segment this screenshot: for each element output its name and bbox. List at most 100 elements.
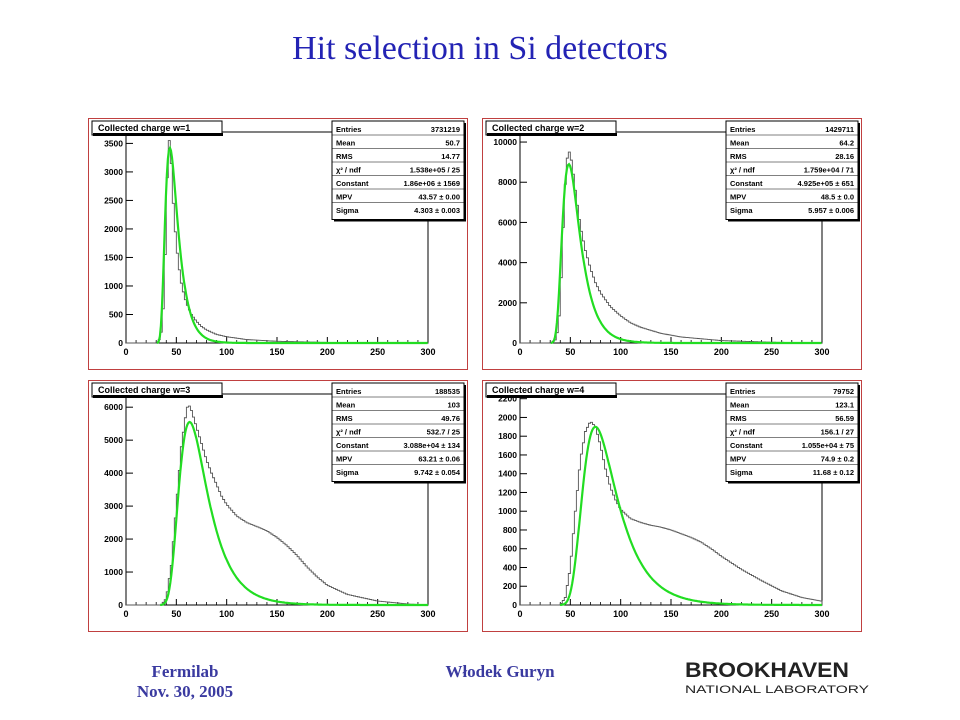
stats-value: 43.57 ± 0.00 — [418, 193, 460, 202]
stats-value: 56.59 — [835, 414, 854, 423]
stats-value: 14.77 — [441, 152, 460, 161]
y-tick-label: 3000 — [104, 167, 123, 177]
footer-author: Włodek Guryn — [445, 662, 555, 681]
chart-title-box: Collected charge w=3 — [91, 382, 223, 398]
stats-label: Mean — [336, 401, 356, 410]
stats-value: 1.055e+04 ± 75 — [802, 441, 854, 450]
fit-curve — [160, 420, 428, 607]
histogram-chart: 0 50 100 150 200 250 300 0 200 400 600 800 1000 1200 1… — [482, 380, 862, 632]
y-tick-label: 400 — [503, 562, 517, 572]
chart-title-box: Collected charge w=2 — [485, 120, 617, 136]
slide-title: Hit selection in Si detectors — [292, 30, 668, 67]
x-tick-label: 150 — [663, 347, 678, 357]
stats-value: 103 — [447, 401, 460, 410]
stats-label: MPV — [730, 193, 746, 202]
x-tick-label: 300 — [814, 609, 829, 619]
stats-box: Entries 79752 Mean 123.1 RMS 56.59 χ² / ndf 156… — [725, 382, 860, 484]
x-tick-label: 100 — [613, 347, 628, 357]
y-tick-label: 1200 — [498, 487, 517, 497]
y-tick-label: 2000 — [498, 412, 517, 422]
chart-title: Collected charge w=3 — [98, 385, 190, 395]
chart-title: Collected charge w=2 — [492, 123, 584, 133]
y-tick-label: 1600 — [498, 450, 517, 460]
stats-box: Entries 188535 Mean 103 RMS 49.76 χ² / ndf 532.… — [331, 382, 466, 484]
fit-curve — [550, 162, 822, 345]
stats-label: RMS — [336, 414, 353, 423]
stats-label: χ² / ndf — [730, 428, 755, 437]
x-tick-label: 200 — [320, 609, 335, 619]
x-tick-label: 200 — [320, 347, 335, 357]
stats-box-frame — [331, 382, 465, 482]
title-box-shadow — [93, 133, 223, 136]
x-tick-label: 100 — [219, 347, 234, 357]
stats-label: Entries — [336, 387, 361, 396]
y-tick-label: 1800 — [498, 431, 517, 441]
x-tick-label: 0 — [123, 609, 128, 619]
chart-panel-w2: 0 50 100 150 200 250 300 0 2000 4000 6000 8000 10000… — [482, 118, 862, 370]
stats-value: 79752 — [833, 387, 854, 396]
x-tick-label: 50 — [171, 609, 181, 619]
y-tick-label: 6000 — [104, 402, 123, 412]
stats-label: Constant — [336, 441, 369, 450]
histogram-series — [520, 421, 823, 606]
brookhaven-logo: BROOKHAVEN NATIONAL LABORATORY — [685, 659, 870, 696]
x-tick-label: 0 — [123, 347, 128, 357]
stats-label: MPV — [336, 193, 352, 202]
stats-value: 532.7 / 25 — [427, 428, 460, 437]
stats-value: 49.76 — [441, 414, 460, 423]
stats-value: 156.1 / 27 — [821, 428, 854, 437]
y-tick-label: 1500 — [104, 252, 123, 262]
y-tick-label: 1000 — [498, 506, 517, 516]
y-tick-label: 800 — [503, 525, 517, 535]
stats-label: Sigma — [730, 468, 753, 477]
y-tick-label: 2000 — [498, 298, 517, 308]
stats-value: 3.088e+04 ± 134 — [404, 441, 461, 450]
x-tick-label: 250 — [370, 347, 385, 357]
stats-value: 1.86e+06 ± 1569 — [404, 179, 460, 188]
y-tick-label: 0 — [512, 600, 517, 610]
stats-label: Sigma — [730, 206, 753, 215]
stats-label: MPV — [730, 455, 746, 464]
x-tick-label: 100 — [613, 609, 628, 619]
y-tick-label: 4000 — [104, 468, 123, 478]
y-tick-label: 500 — [109, 309, 123, 319]
stats-label: RMS — [336, 152, 353, 161]
stats-value: 1.759e+04 / 71 — [804, 166, 854, 175]
stats-label: Constant — [730, 441, 763, 450]
y-tick-label: 2000 — [104, 534, 123, 544]
stats-value: 3731219 — [431, 125, 460, 134]
y-tick-label: 3000 — [104, 501, 123, 511]
stats-box-frame — [331, 120, 465, 220]
x-tick-label: 300 — [814, 347, 829, 357]
stats-label: RMS — [730, 414, 747, 423]
stats-label: Entries — [336, 125, 361, 134]
stats-label: χ² / ndf — [336, 166, 361, 175]
stats-label: Mean — [336, 139, 356, 148]
footer-location: Fermilab Nov. 30, 2005 — [130, 662, 240, 702]
y-tick-label: 200 — [503, 581, 517, 591]
title-box-shadow — [93, 395, 223, 398]
stats-box: Entries 1429711 Mean 64.2 RMS 28.16 χ² / ndf 1.… — [725, 120, 860, 222]
y-tick-label: 0 — [512, 338, 517, 348]
stats-value: 1429711 — [825, 125, 854, 134]
stats-label: RMS — [730, 152, 747, 161]
y-tick-label: 4000 — [498, 258, 517, 268]
x-tick-label: 250 — [764, 609, 779, 619]
stats-value: 5.957 ± 0.006 — [808, 206, 854, 215]
stats-label: Sigma — [336, 206, 359, 215]
x-tick-label: 0 — [517, 609, 522, 619]
histogram-chart: 0 50 100 150 200 250 300 0 2000 4000 6000 8000 10000… — [482, 118, 862, 370]
stats-label: Constant — [730, 179, 763, 188]
stats-value: 1.538e+05 / 25 — [410, 166, 460, 175]
chart-title: Collected charge w=1 — [98, 123, 190, 133]
stats-value: 64.2 — [839, 139, 854, 148]
logo-bottom-text: NATIONAL LABORATORY — [685, 684, 870, 696]
footer-location-line1: Fermilab — [151, 662, 219, 681]
x-tick-label: 300 — [420, 347, 435, 357]
stats-value: 188535 — [435, 387, 460, 396]
y-tick-label: 2500 — [104, 195, 123, 205]
stats-label: Entries — [730, 387, 755, 396]
fit-curve — [156, 145, 428, 345]
stats-box-frame — [725, 382, 859, 482]
y-tick-label: 6000 — [498, 217, 517, 227]
